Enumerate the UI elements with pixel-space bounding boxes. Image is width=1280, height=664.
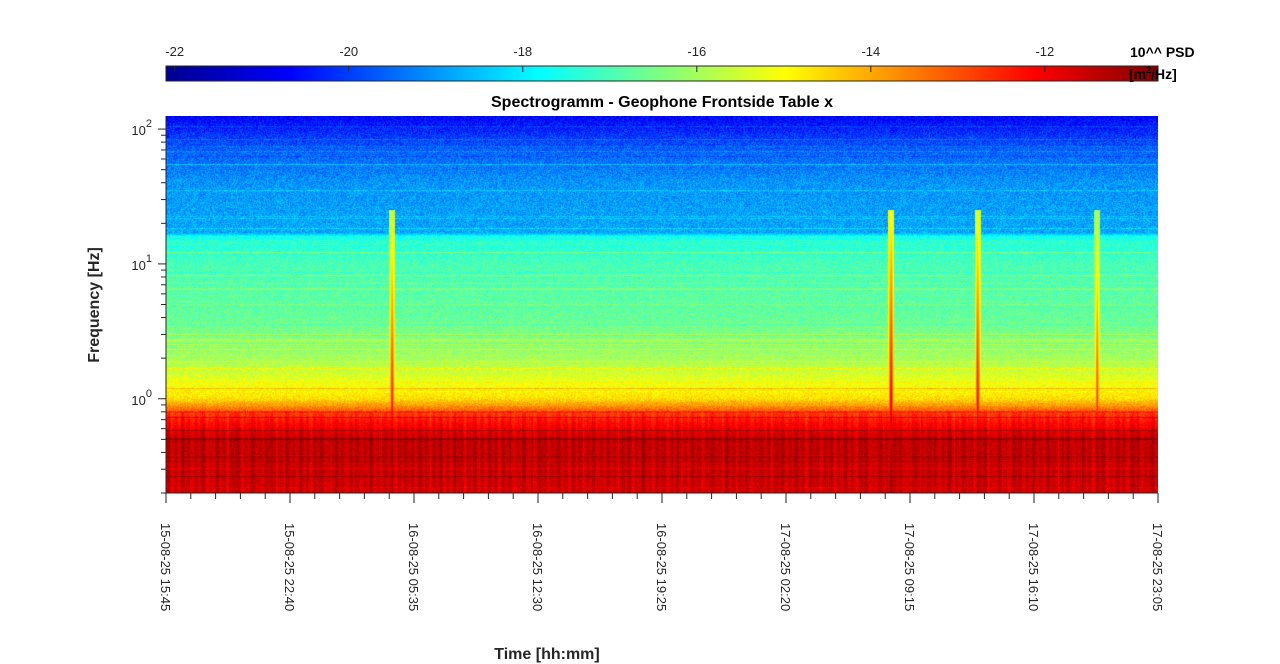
colorbar-unit-prefix: [m <box>1129 66 1146 82</box>
y-tick-base: 10 <box>131 393 145 408</box>
colorbar-title-line2: [m2/Hz] <box>1129 65 1177 82</box>
x-tick-label: 17-08-25 02:20 <box>778 523 793 611</box>
colorbar-tick-label: -12 <box>1035 44 1054 59</box>
x-tick-label: 17-08-25 09:15 <box>902 523 917 611</box>
spectrogram-image-holder <box>166 116 1158 493</box>
x-axis-label: Time [hh:mm] <box>494 646 599 663</box>
x-tick-label: 15-08-25 15:45 <box>158 523 173 611</box>
y-tick-label: 101 <box>131 253 152 273</box>
colorbar: -22 -20 -18 -16 -14 -12 10^^ PSD [m2/Hz] <box>165 44 1194 82</box>
plot-area <box>166 116 1158 493</box>
y-tick-label: 102 <box>131 118 152 138</box>
y-tick-exponent: 2 <box>146 118 152 130</box>
y-axis-label: Frequency [Hz] <box>86 247 103 363</box>
x-tick-label: 15-08-25 22:40 <box>282 523 297 611</box>
y-tick-base: 10 <box>131 123 145 138</box>
colorbar-gradient <box>165 65 1159 82</box>
y-tick-exponent: 0 <box>146 388 152 400</box>
x-tick-label: 16-08-25 12:30 <box>530 523 545 611</box>
colorbar-title-line1: 10^^ PSD <box>1130 44 1195 60</box>
colorbar-tick-label: -20 <box>339 44 358 59</box>
x-tick-label: 17-08-25 23:05 <box>1150 523 1165 611</box>
y-tick-label: 100 <box>131 388 152 408</box>
y-tick-base: 10 <box>131 258 145 273</box>
y-tick-exponent: 1 <box>146 253 152 265</box>
colorbar-unit-exponent: 2 <box>1146 65 1151 75</box>
colorbar-unit-suffix: /Hz] <box>1151 66 1177 82</box>
colorbar-tick-label: -18 <box>513 44 532 59</box>
colorbar-tick-label: -14 <box>861 44 880 59</box>
x-tick-label: 17-08-25 16:10 <box>1026 523 1041 611</box>
chart-title: Spectrogramm - Geophone Frontside Table … <box>491 94 833 111</box>
spectrogram-image <box>166 116 1158 493</box>
colorbar-tick-label: -16 <box>687 44 706 59</box>
colorbar-tick-label: -22 <box>165 44 184 59</box>
x-tick-label: 16-08-25 19:25 <box>654 523 669 611</box>
colorbar-ticks: -22 -20 -18 -16 -14 -12 <box>165 44 1054 72</box>
x-axis: 15-08-25 15:45 15-08-25 22:40 16-08-25 05:… <box>158 492 1165 611</box>
x-tick-label: 16-08-25 05:35 <box>406 523 421 611</box>
